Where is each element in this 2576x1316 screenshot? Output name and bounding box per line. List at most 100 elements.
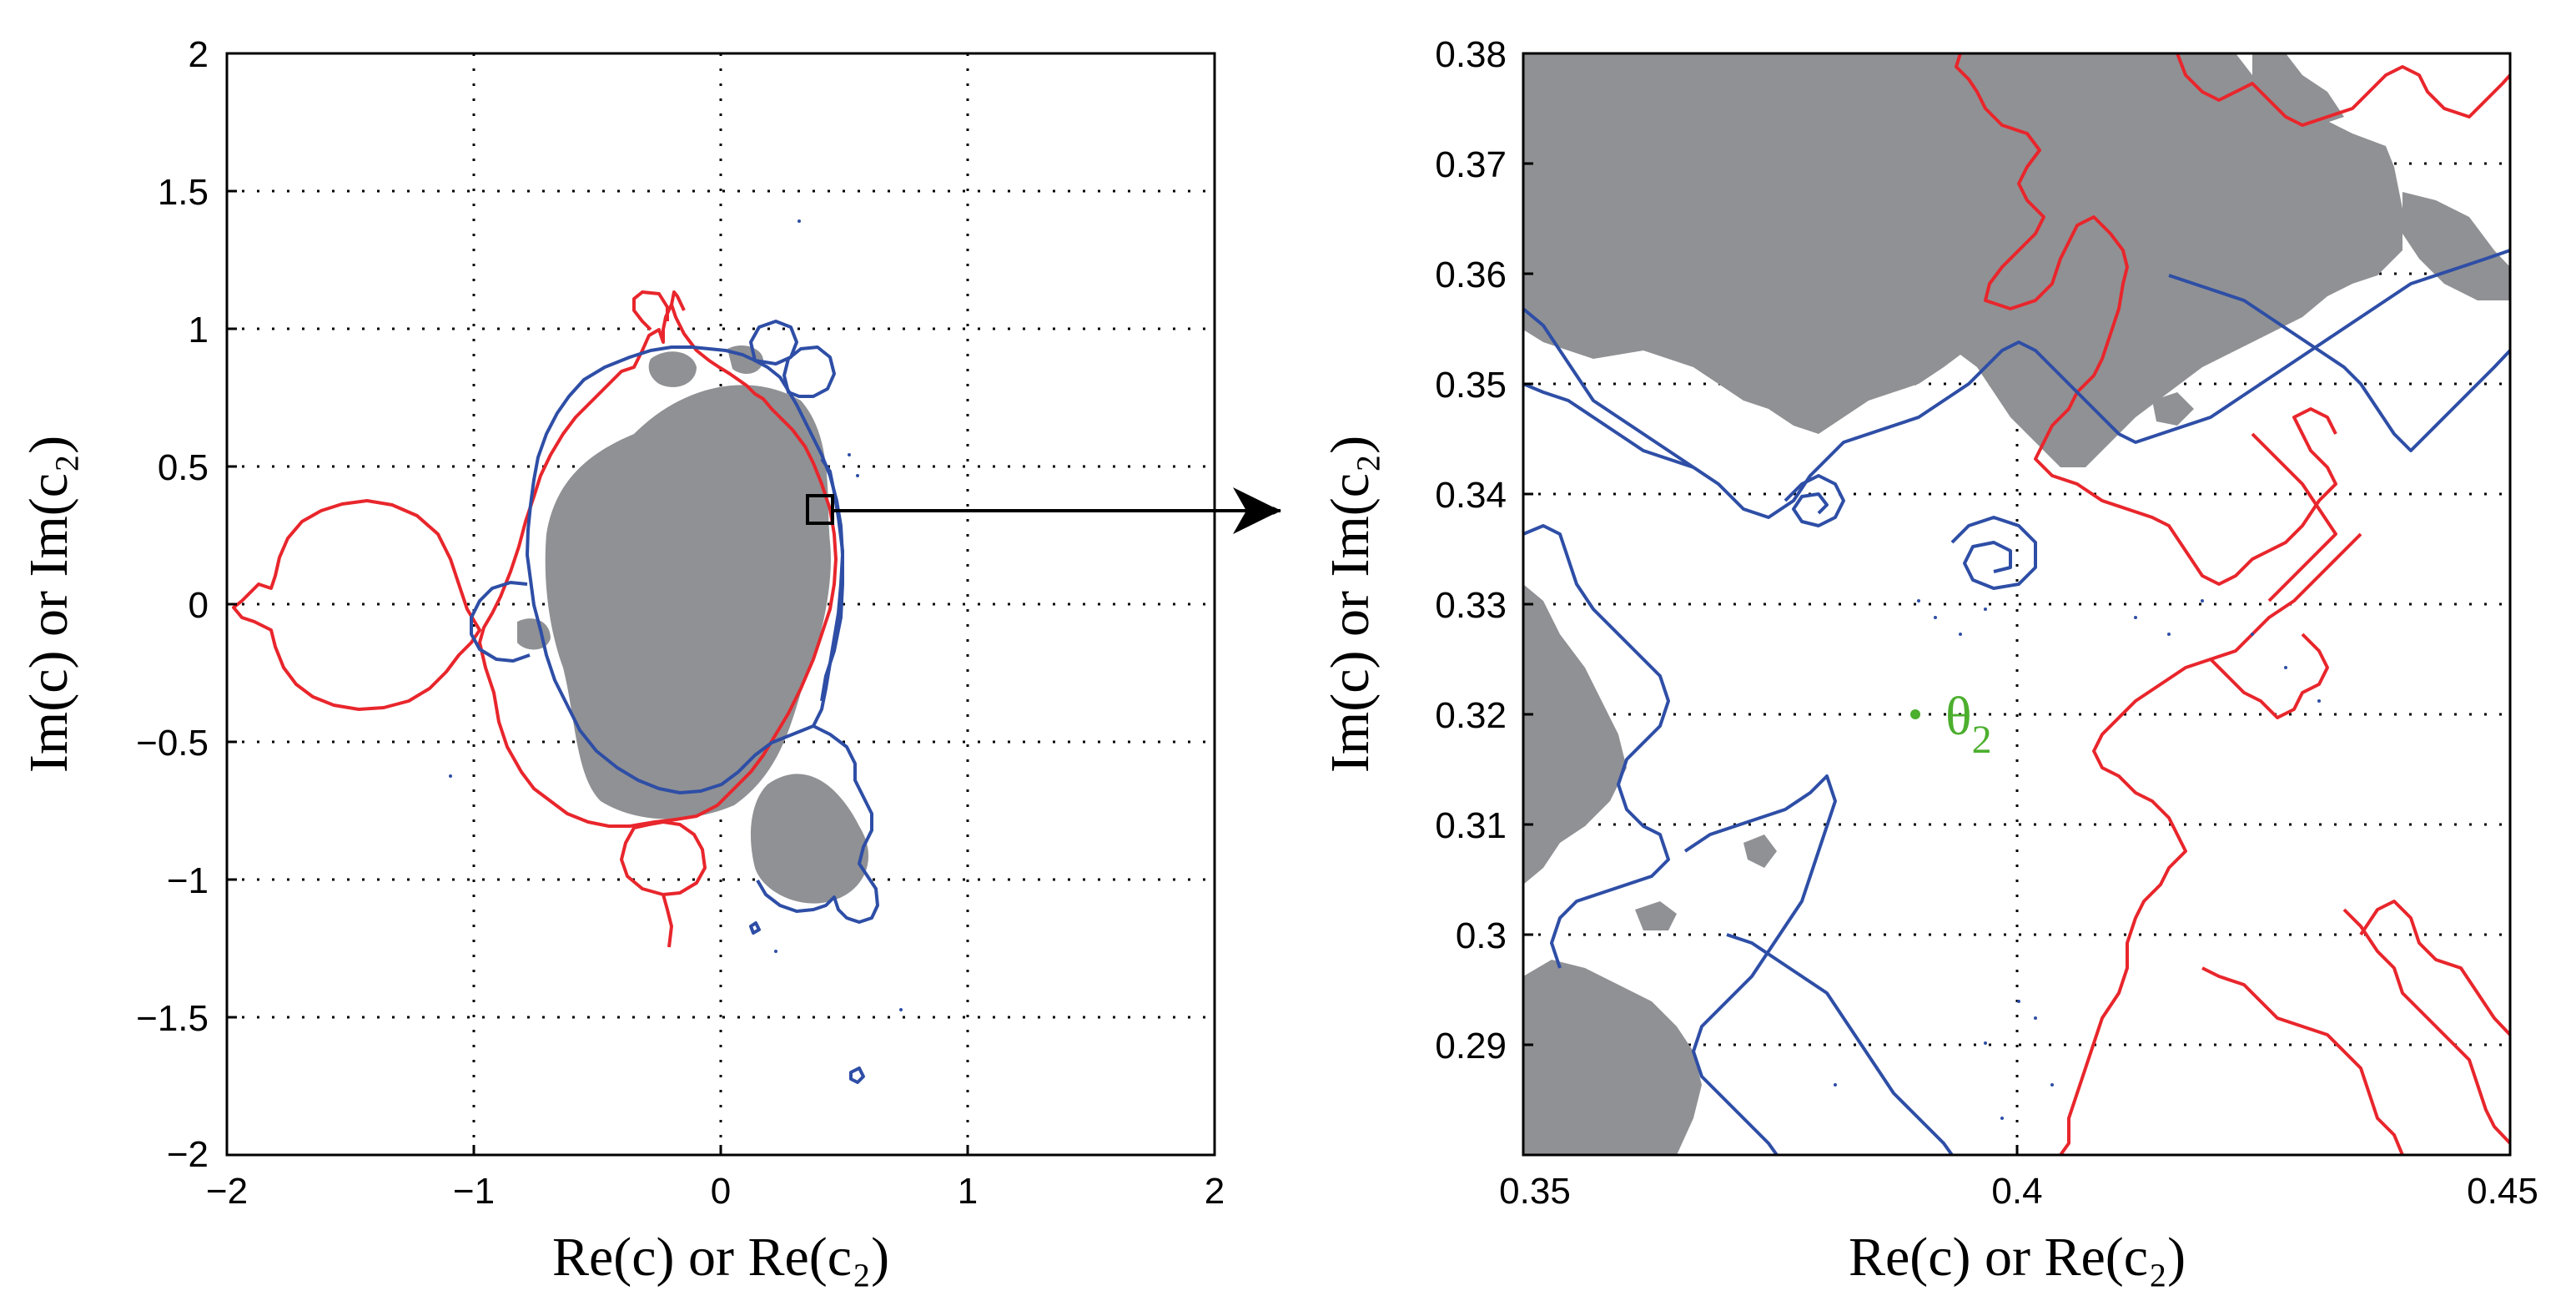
right-y-tick-labels: 0.38 0.37 0.36 0.35 0.34 0.33 0.32 0.31 … (1435, 34, 1507, 1066)
left-xtick-label: −1 (453, 1171, 495, 1212)
blue-left-bulb (470, 581, 531, 663)
gray-small-blob-1 (1635, 901, 1677, 930)
red-middle-curve (2059, 532, 2362, 1155)
dot (2034, 1016, 2037, 1020)
right-ytick-label: 0.35 (1435, 365, 1507, 406)
left-xtick-label: 1 (958, 1171, 978, 1212)
blue-right-edge (820, 457, 844, 702)
blue-main-outline (526, 345, 844, 794)
dot (1834, 1083, 1837, 1087)
red-top-right-curve (2176, 53, 2510, 127)
dot (899, 1008, 903, 1011)
dot (1959, 633, 1962, 636)
dot (2201, 599, 2204, 603)
dot (2317, 699, 2321, 703)
red-bottom-right-curve (2201, 966, 2404, 1155)
left-chart: −2 −1 0 1 2 2 1.5 1 0.5 0 −0.5 −1 −1.5 −… (18, 34, 1225, 1288)
left-xtick-label: −2 (206, 1171, 248, 1212)
dot (2251, 633, 2254, 636)
left-red-boundary (232, 290, 838, 948)
red-bottom-right-branch-2 (2359, 900, 2510, 1036)
blue-small-satellite-2 (749, 921, 761, 935)
left-x-tick-labels: −2 −1 0 1 2 (206, 1171, 1225, 1212)
blue-lower-cluster (1683, 774, 1837, 1155)
dot (2000, 1117, 2004, 1120)
dot (797, 219, 801, 223)
right-red-boundary (1955, 53, 2510, 1155)
blue-top-wavy-band (1523, 249, 2510, 519)
left-y-tick-labels: 2 1.5 1 0.5 0 −0.5 −1 −1.5 −2 (136, 34, 209, 1175)
theta2-symbol: θ (1945, 686, 1972, 747)
gray-main-body (545, 385, 831, 819)
right-ytick-label: 0.37 (1435, 144, 1507, 185)
zoom-arrow-head (1233, 487, 1280, 534)
red-right-cluster (2251, 432, 2337, 603)
blue-top-bulb-1 (782, 345, 836, 398)
theta2-label: θ2 (1945, 686, 1992, 762)
right-x-tick-labels: 0.35 0.4 0.45 (1499, 1171, 2538, 1212)
left-xtick-label: 2 (1205, 1171, 1225, 1212)
blue-spiral-1 (1784, 474, 1845, 527)
red-lower-bulb (620, 820, 707, 896)
red-main-outline (478, 303, 838, 828)
red-middle-branch (2209, 633, 2329, 719)
blue-lower-right-bulb (756, 724, 879, 924)
red-lower-bulb-tail (662, 894, 673, 948)
left-ytick-label: 1.5 (158, 172, 209, 213)
right-ytick-label: 0.32 (1435, 695, 1507, 736)
gray-small-blob-3 (2152, 392, 2194, 426)
gray-right-patch (2402, 192, 2510, 300)
red-bottom-right-branch (2342, 908, 2510, 1145)
right-ytick-label: 0.3 (1456, 915, 1507, 956)
right-xtick-label: 0.45 (2467, 1171, 2538, 1212)
right-x-axis-label: Re(c) or Re(c₂) (1849, 1227, 2186, 1288)
blue-left-column (1523, 524, 1670, 969)
left-y-axis-label: Im(c) or Im(c₂) (18, 436, 79, 773)
dot (2134, 616, 2137, 619)
left-tickmarks (227, 189, 969, 1155)
right-ytick-label: 0.33 (1435, 585, 1507, 626)
gray-top-right-patch (2252, 53, 2344, 125)
blue-top-bulb-2 (749, 320, 798, 366)
dot (2284, 666, 2287, 669)
left-ytick-label: −1 (167, 860, 209, 901)
left-ytick-label: 0 (189, 585, 209, 626)
gray-small-blob-2 (1743, 834, 1777, 868)
left-ytick-label: 0.5 (158, 447, 209, 488)
left-ytick-label: 2 (189, 34, 209, 75)
left-scatter-dots (449, 219, 903, 1011)
theta2-subscript: 2 (1972, 718, 1992, 762)
theta2-point (1910, 709, 1920, 719)
right-gray-set (1523, 53, 2510, 1155)
left-x-axis-label: Re(c) or Re(c₂) (552, 1227, 889, 1288)
right-gridlines (1523, 53, 2510, 1155)
left-ytick-label: −2 (167, 1134, 209, 1175)
gray-left-column (1523, 584, 1627, 885)
right-ytick-label: 0.34 (1435, 475, 1507, 516)
red-upper-curve (1955, 53, 2337, 586)
right-ytick-label: 0.38 (1435, 34, 1507, 75)
gray-bottom-left (1523, 960, 1702, 1155)
dot (1934, 616, 1937, 619)
right-scatter-dots (1834, 599, 2321, 1120)
blue-small-satellite (849, 1066, 865, 1084)
blue-lower-cluster-2 (1726, 933, 1954, 1155)
blue-spiral-2 (1950, 516, 2037, 590)
right-blue-boundary (1523, 249, 2510, 1155)
red-left-bulb (232, 499, 481, 711)
dot (1984, 608, 1987, 611)
red-top-bulb (632, 290, 669, 331)
dot (848, 453, 851, 456)
left-ytick-label: 1 (189, 310, 209, 350)
dot (2050, 1083, 2054, 1087)
left-blue-boundary (470, 320, 879, 1084)
gray-top-region (1523, 53, 2402, 467)
right-ytick-label: 0.31 (1435, 805, 1507, 846)
dot (1917, 599, 1920, 603)
right-tickmarks (1523, 162, 2019, 1155)
gray-top-blob (648, 351, 697, 387)
blue-upper-right-band (2168, 274, 2510, 452)
dot (2017, 1000, 2020, 1003)
right-ytick-label: 0.29 (1435, 1026, 1507, 1066)
